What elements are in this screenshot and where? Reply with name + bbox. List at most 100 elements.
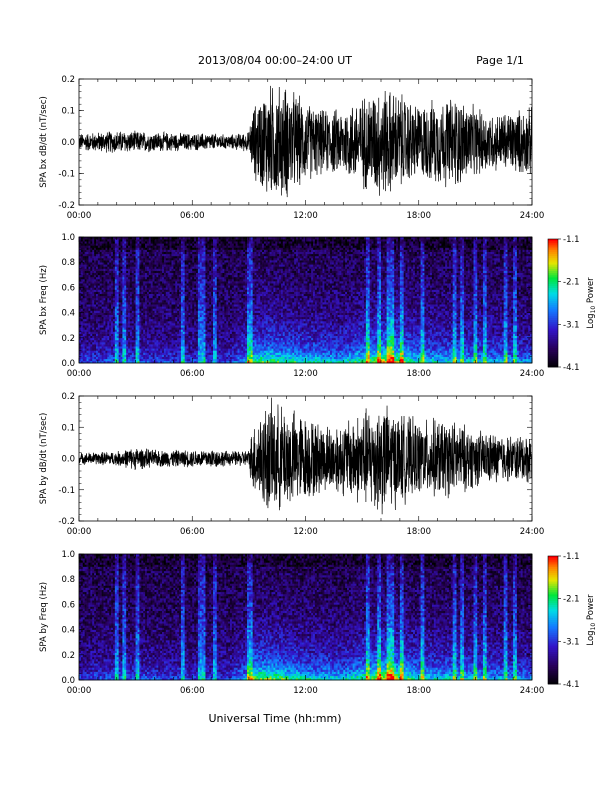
heatmap-cell: [104, 245, 106, 247]
heatmap-cell: [98, 273, 100, 275]
heatmap-cell: [109, 308, 111, 310]
heatmap-cell: [109, 258, 111, 260]
heatmap-cell: [90, 287, 92, 289]
heatmap-cell: [109, 275, 111, 277]
chart-title: 2013/08/04 00:00–24:00 UT: [198, 54, 352, 67]
heatmap-cell: [94, 325, 96, 327]
heatmap-cell: [85, 348, 87, 350]
heatmap-cell: [94, 321, 96, 323]
heatmap-cell: [92, 277, 94, 279]
heatmap-cell: [90, 264, 92, 266]
heatmap-cell: [96, 348, 98, 350]
heatmap-cell: [81, 277, 83, 279]
heatmap-cell: [111, 332, 113, 334]
heatmap-cell: [102, 252, 104, 254]
heatmap-cell: [92, 254, 94, 256]
heatmap-cell: [96, 344, 98, 346]
heatmap-cell: [98, 344, 100, 346]
heatmap-cell: [90, 344, 92, 346]
heatmap-cell: [107, 296, 109, 298]
heatmap-cell: [83, 264, 85, 266]
heatmap-cell: [81, 281, 83, 283]
heatmap-cell: [107, 329, 109, 331]
heatmap-cell: [94, 317, 96, 319]
heatmap-cell: [109, 327, 111, 329]
heatmap-cell: [107, 245, 109, 247]
heatmap-cell: [81, 315, 83, 317]
heatmap-cell: [83, 355, 85, 357]
heatmap-cell: [100, 258, 102, 260]
heatmap-cell: [87, 340, 89, 342]
heatmap-cell: [98, 317, 100, 319]
heatmap-cell: [94, 327, 96, 329]
heatmap-cell: [92, 250, 94, 252]
heatmap-cell: [107, 269, 109, 271]
heatmap-cell: [81, 306, 83, 308]
heatmap-cell: [102, 298, 104, 300]
heatmap-cell: [94, 294, 96, 296]
heatmap-cell: [94, 252, 96, 254]
heatmap-cell: [102, 315, 104, 317]
heatmap-cell: [98, 338, 100, 340]
heatmap-cell: [104, 281, 106, 283]
heatmap-cell: [87, 287, 89, 289]
heatmap-cell: [94, 332, 96, 334]
heatmap-cell: [92, 264, 94, 266]
heatmap-cell: [85, 248, 87, 250]
heatmap-cell: [88, 256, 90, 258]
heatmap-cell: [88, 302, 90, 304]
heatmap-cell: [104, 350, 106, 352]
heatmap-cell: [87, 252, 89, 254]
heatmap-cell: [94, 313, 96, 315]
heatmap-cell: [85, 296, 87, 298]
heatmap-cell: [88, 294, 90, 296]
heatmap-cell: [104, 279, 106, 281]
heatmap-cell: [107, 355, 109, 357]
heatmap-cell: [109, 269, 111, 271]
heatmap-cell: [111, 306, 113, 308]
heatmap-cell: [104, 285, 106, 287]
heatmap-cell: [109, 290, 111, 292]
heatmap-cell: [92, 315, 94, 317]
heatmap-cell: [81, 262, 83, 264]
heatmap-cell: [90, 300, 92, 302]
heatmap-cell: [109, 302, 111, 304]
heatmap-cell: [96, 266, 98, 268]
heatmap-cell: [87, 269, 89, 271]
heatmap-cell: [83, 306, 85, 308]
heatmap-cell: [105, 241, 107, 243]
heatmap-cell: [81, 258, 83, 260]
heatmap-cell: [100, 262, 102, 264]
heatmap-cell: [107, 281, 109, 283]
heatmap-cell: [92, 319, 94, 321]
heatmap-cell: [100, 321, 102, 323]
heatmap-cell: [111, 283, 113, 285]
heatmap-cell: [94, 323, 96, 325]
heatmap-cell: [96, 332, 98, 334]
heatmap-cell: [92, 248, 94, 250]
heatmap-cell: [98, 271, 100, 273]
heatmap-cell: [81, 296, 83, 298]
heatmap-cell: [92, 262, 94, 264]
heatmap-cell: [85, 350, 87, 352]
heatmap-cell: [111, 323, 113, 325]
heatmap-cell: [94, 243, 96, 245]
heatmap-cell: [104, 294, 106, 296]
heatmap-cell: [90, 275, 92, 277]
heatmap-cell: [109, 279, 111, 281]
heatmap-cell: [88, 308, 90, 310]
heatmap-cell: [92, 321, 94, 323]
heatmap-cell: [96, 279, 98, 281]
heatmap-cell: [83, 300, 85, 302]
heatmap-cell: [107, 248, 109, 250]
heatmap-cell: [100, 294, 102, 296]
heatmap-cell: [92, 275, 94, 277]
heatmap-cell: [81, 327, 83, 329]
heatmap-cell: [107, 290, 109, 292]
heatmap-cell: [94, 319, 96, 321]
heatmap-cell: [85, 317, 87, 319]
heatmap-cell: [104, 296, 106, 298]
heatmap-cell: [107, 332, 109, 334]
heatmap-cell: [100, 254, 102, 256]
heatmap-cell: [83, 248, 85, 250]
